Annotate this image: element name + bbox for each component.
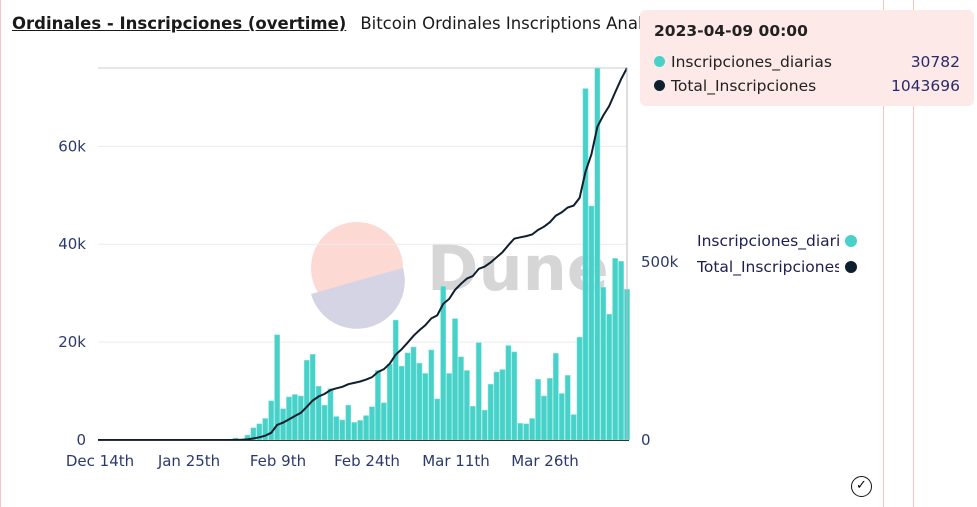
legend-label: Total_Inscripciones [697,257,839,276]
bar-inscripciones-diarias [570,414,577,441]
teal-dot-icon [845,234,857,247]
bar-inscripciones-diarias [321,404,328,441]
chart-subtitle: Bitcoin Ordinales Inscriptions Analys [360,14,661,33]
legend-item-total[interactable]: Total_Inscripciones [697,257,857,276]
bar-inscripciones-diarias [612,258,618,441]
bar-inscripciones-diarias [303,359,310,441]
x-tick-label: Feb 9th [250,452,306,470]
bar-inscripciones-diarias [464,370,470,441]
checkmark-circle-icon[interactable]: ✓ [851,476,872,497]
bar-inscripciones-diarias [552,353,559,441]
chart-header: Ordinales - Inscripciones (overtime) Bitc… [12,14,661,33]
bar-inscripciones-diarias [416,362,423,441]
bar-inscripciones-diarias [398,365,405,441]
bar-inscripciones-diarias [422,373,429,441]
y-left-tick-label: 0 [76,431,86,449]
x-tick-label: Dec 14th [66,452,134,470]
bar-inscripciones-diarias [446,373,452,441]
x-tick-label: Mar 11th [422,452,490,470]
tooltip-date: 2023-04-09 00:00 [654,22,808,40]
bar-inscripciones-diarias [558,393,565,441]
navy-dot-icon [845,260,857,273]
bar-inscripciones-diarias [392,319,399,441]
bar-inscripciones-diarias [493,371,500,441]
y-right-tick-label: 0 [641,431,651,449]
teal-dot-icon [654,56,665,67]
bar-inscripciones-diarias [458,356,464,441]
tooltip-row-total: Total_Inscripciones 1043696 [654,77,960,95]
tooltip-value: 30782 [910,53,960,71]
bar-inscripciones-diarias [357,420,363,441]
legend-item-diarias[interactable]: Inscripciones_diarias [697,231,857,250]
bar-inscripciones-diarias [481,409,488,441]
bar-inscripciones-diarias [618,261,624,441]
bar-inscripciones-diarias [582,88,589,441]
bar-inscripciones-diarias [576,336,583,441]
adjacent-panel [913,0,977,507]
bar-inscripciones-diarias [381,402,387,441]
bar-inscripciones-diarias [499,369,506,441]
bar-inscripciones-diarias [487,383,494,441]
bar-inscripciones-diarias [309,354,316,441]
y-left-tick-label: 40k [58,235,86,253]
y-left-tick-label: 20k [58,333,86,351]
bar-inscripciones-diarias [547,378,553,441]
legend-label: Inscripciones_diarias [697,231,839,250]
tooltip-label: Inscripciones_diarias [671,53,832,71]
bar-inscripciones-diarias [404,352,411,441]
bar-inscripciones-diarias [345,404,352,441]
bar-inscripciones-diarias [315,385,322,441]
chart-panel [0,0,884,507]
y-right-tick-label: 500k [641,253,679,271]
tooltip: 2023-04-09 00:00 Inscripciones_diarias 30… [640,10,974,106]
navy-dot-icon [654,80,665,91]
bar-inscripciones-diarias [564,375,571,441]
bar-inscripciones-diarias [517,423,524,441]
tooltip-row-diarias: Inscripciones_diarias 30782 [654,53,960,71]
bar-inscripciones-diarias [469,405,476,441]
x-tick-label: Jan 25th [157,452,220,470]
bar-inscripciones-diarias [588,205,595,441]
dune-watermark: Dune [311,222,609,329]
bar-inscripciones-diarias [363,415,369,441]
tooltip-label: Total_Inscripciones [671,77,817,95]
y-left-tick-label: 60k [58,137,86,155]
bar-inscripciones-diarias [369,406,375,441]
bar-inscripciones-diarias [351,422,358,441]
total-inscripciones-line [98,67,628,441]
bar-inscripciones-diarias [511,351,518,441]
bar-inscripciones-diarias [386,363,393,441]
bar-inscripciones-diarias [475,342,482,441]
bar-inscripciones-diarias [535,379,541,441]
bar-inscripciones-diarias [541,395,547,441]
chart-title-link[interactable]: Ordinales - Inscripciones (overtime) [12,14,347,33]
x-tick-label: Feb 24th [334,452,400,470]
bar-inscripciones-diarias [375,370,381,441]
bar-inscripciones-diarias [523,423,530,441]
bar-inscripciones-diarias [298,395,304,441]
bar-inscripciones-diarias [505,345,512,441]
bar-inscripciones-diarias [333,416,340,441]
bar-inscripciones-diarias [606,313,613,441]
bar-inscripciones-diarias [600,287,607,441]
bar-inscripciones-diarias [339,419,346,441]
bar-inscripciones-diarias [529,418,535,441]
bar-inscripciones-diarias [428,349,435,441]
bar-inscripciones-diarias [327,388,334,441]
x-tick-label: Mar 26th [511,452,579,470]
tooltip-value: 1043696 [890,77,960,95]
dune-logo-shade [311,268,405,329]
bar-inscripciones-diarias [452,318,458,441]
dune-watermark-text: Dune [427,232,609,305]
bar-inscripciones-diarias [434,398,441,441]
bar-inscripciones-diarias [410,346,417,441]
